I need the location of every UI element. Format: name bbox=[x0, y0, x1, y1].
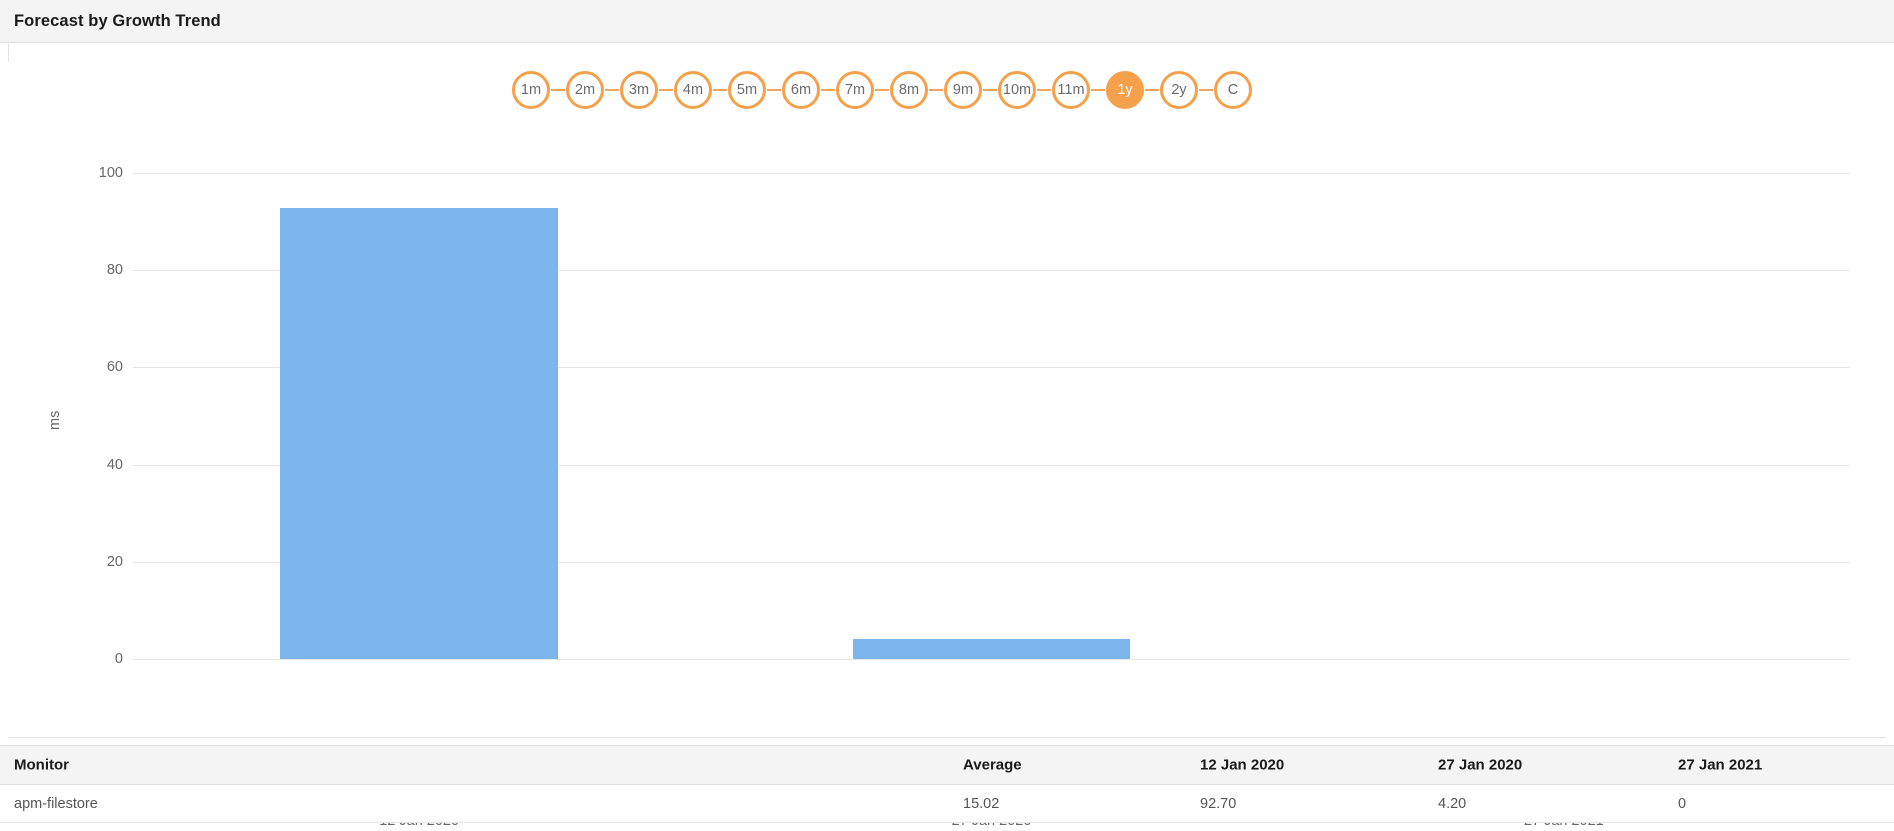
step-label: 5m bbox=[736, 82, 758, 98]
step-connector bbox=[929, 89, 943, 91]
step-circle-9m[interactable]: 9m bbox=[944, 71, 982, 109]
step-label: 1m bbox=[520, 82, 542, 98]
y-gridline bbox=[133, 367, 1850, 369]
forecast-range-step-selector[interactable]: 1m 2m 3m 4m 5m 6m 7m 8m 9m 10m 11m 1y 2y C bbox=[512, 65, 1252, 115]
y-axis-tick-label: 0 bbox=[114, 651, 123, 667]
step-item-8m[interactable]: 8m bbox=[890, 71, 928, 109]
y-axis-tick-label: 60 bbox=[106, 359, 123, 376]
step-label: 6m bbox=[790, 82, 812, 98]
chart-plot-area bbox=[133, 173, 1850, 660]
table-header-row: Monitor Average 12 Jan 2020 27 Jan 2020 27 J… bbox=[0, 745, 1894, 785]
y-axis-tick-label: 100 bbox=[98, 165, 123, 181]
step-connector bbox=[1199, 89, 1213, 91]
y-gridline bbox=[133, 561, 1850, 563]
step-item-2y[interactable]: 2y bbox=[1160, 71, 1198, 109]
y-gridline bbox=[133, 659, 1850, 660]
step-connector bbox=[983, 89, 997, 91]
step-label: 11m bbox=[1057, 82, 1085, 98]
y-axis-title: ms bbox=[47, 410, 63, 430]
step-circle-10m[interactable]: 10m bbox=[998, 71, 1036, 109]
step-connector bbox=[821, 89, 835, 91]
step-circle-8m[interactable]: 8m bbox=[890, 71, 928, 109]
step-connector bbox=[551, 89, 565, 91]
step-item-1y[interactable]: 1y bbox=[1106, 71, 1144, 109]
forecast-bar-chart: ms 0 20 40 60 80 100 12 Jan 2020 27 Jan 2020 27 … bbox=[0, 130, 1894, 829]
y-axis-tick-label: 20 bbox=[106, 553, 123, 570]
step-connector bbox=[1145, 89, 1159, 91]
step-label: 4m bbox=[682, 82, 704, 98]
table-cell-c1: 92.70 bbox=[1200, 795, 1237, 812]
panel-header: Forecast by Growth Trend bbox=[0, 0, 1894, 43]
table-cell-average: 15.02 bbox=[963, 795, 1000, 812]
step-circle-C[interactable]: C bbox=[1214, 71, 1252, 109]
step-circle-7m[interactable]: 7m bbox=[836, 71, 874, 109]
step-item-10m[interactable]: 10m bbox=[998, 71, 1036, 109]
table-column-header[interactable]: 12 Jan 2020 bbox=[1200, 756, 1285, 774]
step-label: 9m bbox=[952, 82, 974, 98]
step-label: 10m bbox=[1002, 82, 1032, 98]
table-column-header[interactable]: Monitor bbox=[14, 756, 69, 774]
table-column-header[interactable]: Average bbox=[963, 756, 1022, 774]
step-item-1m[interactable]: 1m bbox=[512, 71, 550, 109]
step-circle-5m[interactable]: 5m bbox=[728, 71, 766, 109]
table-cell-c2: 4.20 bbox=[1438, 795, 1467, 812]
step-item-4m[interactable]: 4m bbox=[674, 71, 712, 109]
step-label: 3m bbox=[628, 82, 650, 98]
step-item-6m[interactable]: 6m bbox=[782, 71, 820, 109]
y-gridline bbox=[133, 464, 1850, 466]
step-item-3m[interactable]: 3m bbox=[620, 71, 658, 109]
y-gridline bbox=[133, 173, 1850, 174]
table-column-header[interactable]: 27 Jan 2020 bbox=[1438, 756, 1523, 774]
table-cell-c3: 0 bbox=[1678, 795, 1687, 812]
step-circle-3m[interactable]: 3m bbox=[620, 71, 658, 109]
y-axis-tick-label: 80 bbox=[106, 262, 123, 279]
y-axis-tick-label: 40 bbox=[106, 456, 123, 473]
step-item-2m[interactable]: 2m bbox=[566, 71, 604, 109]
step-label: 1y bbox=[1117, 82, 1133, 98]
step-connector bbox=[605, 89, 619, 91]
y-gridline bbox=[133, 270, 1850, 272]
step-item-5m[interactable]: 5m bbox=[728, 71, 766, 109]
step-circle-2y[interactable]: 2y bbox=[1160, 71, 1198, 109]
panel-body-divider bbox=[8, 44, 9, 62]
step-connector bbox=[767, 89, 781, 91]
step-circle-2m[interactable]: 2m bbox=[566, 71, 604, 109]
step-label: 7m bbox=[844, 82, 866, 98]
table-column-header[interactable]: 27 Jan 2021 bbox=[1678, 756, 1763, 774]
page-title: Forecast by Growth Trend bbox=[14, 12, 221, 30]
forecast-data-table: Monitor Average 12 Jan 2020 27 Jan 2020 27 J… bbox=[0, 745, 1894, 823]
chart-bar[interactable] bbox=[852, 638, 1131, 659]
step-label: 2y bbox=[1171, 82, 1187, 98]
table-top-divider bbox=[8, 737, 1886, 738]
step-circle-6m[interactable]: 6m bbox=[782, 71, 820, 109]
step-connector bbox=[659, 89, 673, 91]
step-circle-4m[interactable]: 4m bbox=[674, 71, 712, 109]
table-row[interactable]: apm-filestore 15.02 92.70 4.20 0 bbox=[0, 785, 1894, 823]
step-label: C bbox=[1227, 82, 1239, 98]
step-item-9m[interactable]: 9m bbox=[944, 71, 982, 109]
step-item-C[interactable]: C bbox=[1214, 71, 1252, 109]
step-connector bbox=[1037, 89, 1051, 91]
chart-bar[interactable] bbox=[280, 208, 558, 659]
step-label: 2m bbox=[574, 82, 596, 98]
step-item-7m[interactable]: 7m bbox=[836, 71, 874, 109]
step-connector bbox=[875, 89, 889, 91]
step-circle-1y[interactable]: 1y bbox=[1106, 71, 1144, 109]
step-circle-1m[interactable]: 1m bbox=[512, 71, 550, 109]
step-item-11m[interactable]: 11m bbox=[1052, 71, 1090, 109]
step-connector bbox=[1091, 89, 1105, 91]
table-cell-monitor: apm-filestore bbox=[14, 795, 98, 812]
step-connector bbox=[713, 89, 727, 91]
step-label: 8m bbox=[898, 82, 920, 98]
step-circle-11m[interactable]: 11m bbox=[1052, 71, 1090, 109]
